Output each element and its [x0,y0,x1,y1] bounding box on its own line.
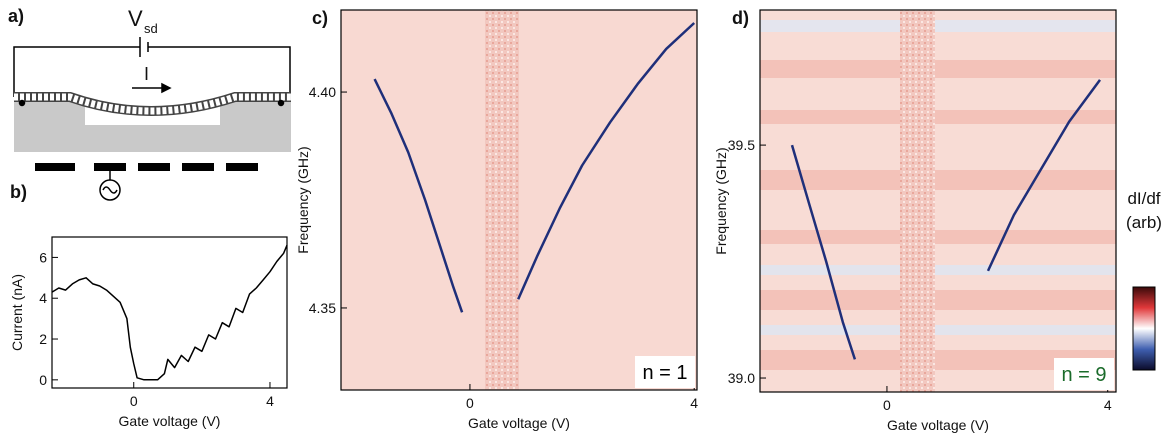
y-axis-label: Frequency (GHz) [295,146,311,253]
voltage-label: V [128,6,143,31]
panel-label: b) [10,182,27,202]
x-tick-label: 4 [1104,397,1112,413]
colorbar [1132,286,1156,371]
current-label: I [144,64,149,84]
plot-frame [51,236,288,389]
contact-dot [18,99,26,107]
data-line [373,22,696,313]
colorbar-label: dI/df [1127,189,1160,208]
map-texture [900,10,935,392]
y-axis-label: Current (nA) [9,274,25,351]
x-tick-label: 4 [690,395,698,411]
annotation: n = 9 [1061,364,1106,386]
colorbar-label: (arb) [1126,213,1162,232]
data-line [51,244,288,381]
nanotube [14,93,291,115]
x-axis-label: Gate voltage (V) [468,415,570,431]
gate [94,163,126,171]
panel-label: a) [8,6,24,26]
arrow-head [161,82,172,94]
y-axis-label: Frequency (GHz) [713,147,729,254]
map-texture [485,10,519,390]
x-tick-label: 0 [883,397,891,413]
gate [226,163,258,171]
x-tick-label: 4 [266,393,274,409]
annotation-box [1054,358,1114,390]
y-tick-label: 2 [39,331,47,347]
data-line [790,79,1102,360]
gate [138,163,170,171]
panel-label: c) [312,8,328,28]
gate [182,163,214,171]
x-tick-label: 0 [466,395,474,411]
annotation-box [635,356,695,388]
y-tick-label: 39.0 [728,370,755,386]
wire [148,46,291,97]
wire [13,46,140,97]
plot-frame [340,9,698,391]
y-tick-label: 4.35 [309,300,336,316]
y-tick-label: 39.5 [728,137,755,153]
map-stripes [760,20,1116,335]
gate [35,163,75,171]
annotation: n = 1 [642,362,687,384]
plot-frame [759,9,1117,393]
map-stripes [760,60,1116,370]
substrate [14,125,291,152]
y-tick-label: 4.40 [309,84,336,100]
y-tick-label: 4 [39,290,47,306]
x-axis-label: Gate voltage (V) [119,413,221,429]
ac-symbol [102,186,118,194]
y-tick-label: 0 [39,372,47,388]
voltage-subscript: sd [144,21,158,36]
x-tick-label: 0 [130,393,138,409]
contact-dot [277,99,285,107]
x-axis-label: Gate voltage (V) [887,417,989,433]
schematic [13,37,291,201]
y-tick-label: 6 [39,249,47,265]
panel-label: d) [732,8,749,28]
